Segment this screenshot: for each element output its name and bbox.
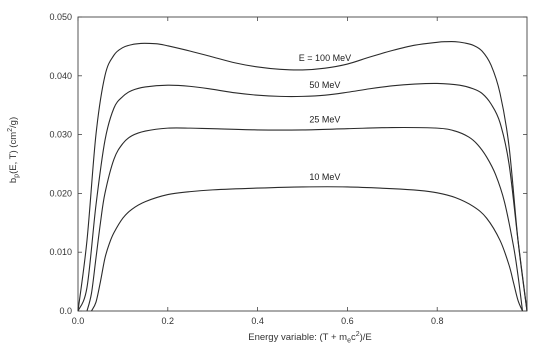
series-layer <box>77 41 528 312</box>
x-tick-label: 0.6 <box>341 316 354 326</box>
series-line <box>86 126 524 312</box>
y-tick-label: 0.020 <box>49 188 72 198</box>
series-label: 10 MeV <box>309 172 340 182</box>
tick-layer: 0.0 0.2 0.4 0.6 0.8 0.0 0.010 0.020 0.030 0.040 0.… <box>49 12 527 326</box>
x-tick-label: 0.8 <box>431 316 444 326</box>
x-tick-label: 0.0 <box>72 316 85 326</box>
y-tick-label: 0.040 <box>49 71 72 81</box>
y-tick-label: 0.050 <box>49 12 72 22</box>
series-label: 25 MeV <box>309 114 340 124</box>
plot-frame <box>77 16 528 312</box>
series-line <box>90 186 524 312</box>
plot-frame-layer <box>77 16 528 312</box>
x-tick-label: 0.2 <box>162 316 175 326</box>
series-label: 50 MeV <box>309 80 340 90</box>
series-label-layer: E = 100 MeV 50 MeV 25 MeV 10 MeV <box>299 53 351 182</box>
series-line <box>77 82 528 312</box>
series-label: E = 100 MeV <box>299 53 351 63</box>
x-axis-title: Energy variable: (T + mec2)/E <box>248 331 372 345</box>
x-tick-label: 0.4 <box>251 316 264 326</box>
y-tick-label: 0.0 <box>59 306 72 316</box>
y-tick-label: 0.010 <box>49 247 72 257</box>
y-tick-label: 0.030 <box>49 130 72 140</box>
series-line <box>77 41 528 312</box>
y-axis-title: bp(E, T) (cm2/g) <box>7 117 21 183</box>
